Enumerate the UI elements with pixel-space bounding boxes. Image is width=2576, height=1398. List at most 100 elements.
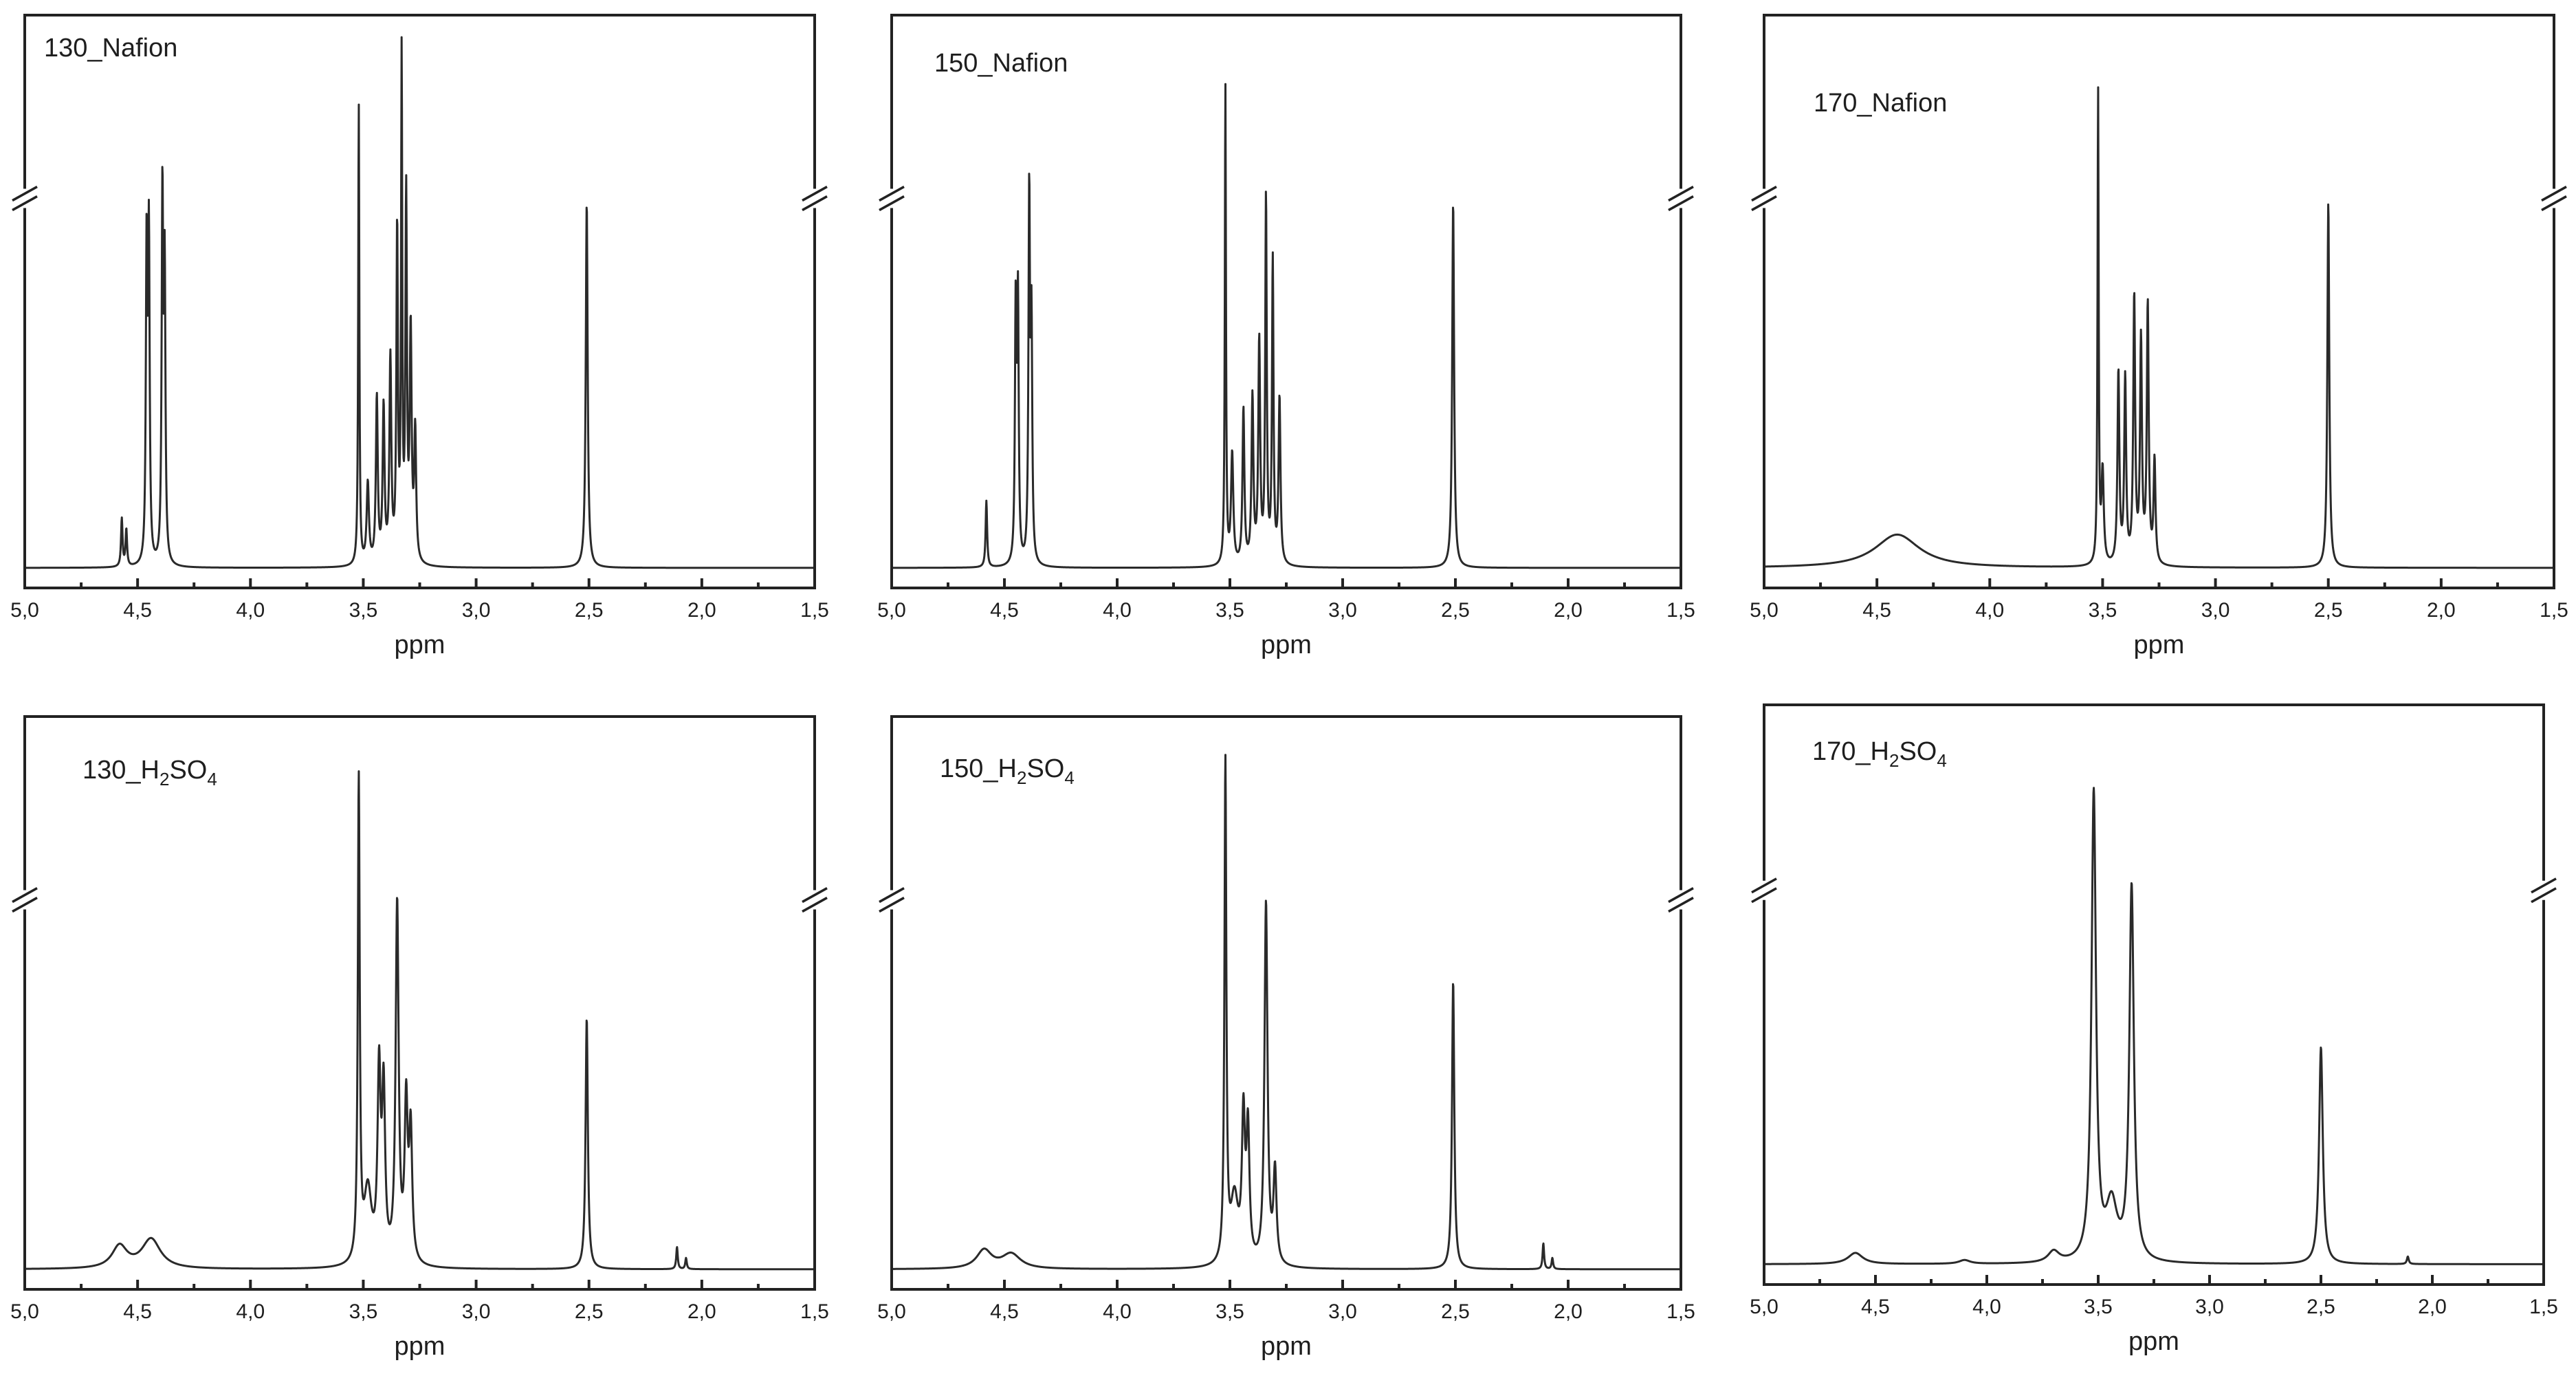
spectrum-line xyxy=(1763,86,2555,569)
x-tick-label: 4,5 xyxy=(990,1300,1019,1323)
x-tick-label: 2,5 xyxy=(2307,1296,2335,1318)
x-tick-label: 4,5 xyxy=(1861,1296,1890,1318)
axis-break-mark xyxy=(1751,877,1777,894)
x-tick-label: 3,0 xyxy=(462,599,491,622)
x-tick-label: 2,0 xyxy=(1554,599,1583,622)
spectrum-line xyxy=(23,36,816,569)
axis-break-mark xyxy=(1751,887,1777,904)
x-tick-label: 4,0 xyxy=(1103,1300,1132,1323)
x-tick-label: 2,5 xyxy=(1441,599,1470,622)
axis-break-mark xyxy=(802,897,828,913)
x-tick-label: 1,5 xyxy=(1666,1300,1695,1323)
x-tick-label: 4,5 xyxy=(1862,599,1891,622)
x-axis-label: ppm xyxy=(2134,631,2185,659)
x-tick-label: 1,5 xyxy=(800,599,829,622)
x-tick-label: 3,5 xyxy=(2089,599,2117,622)
axis-break-mark xyxy=(1751,186,1777,202)
axis-break-mark xyxy=(879,887,905,904)
axis-break-mark xyxy=(1668,195,1694,212)
axis-break-mark xyxy=(1751,195,1777,212)
axis-break-mark xyxy=(1668,186,1694,202)
x-tick-label: 2,0 xyxy=(687,599,716,622)
spectrum-panel: 5,0 4,5 4,0 3,5 3,0 2,5 2,0 1,5 ppm 150_H2SO4 xyxy=(877,715,1695,1361)
spectrum-line xyxy=(890,754,1682,1271)
x-tick-label: 2,5 xyxy=(1441,1300,1470,1323)
x-tick-label: 5,0 xyxy=(1750,1296,1779,1318)
panel-label: 170_Nafion xyxy=(1814,89,1947,118)
x-tick-label: 5,0 xyxy=(10,1300,39,1323)
spectrum-panel: 5,0 4,5 4,0 3,5 3,0 2,5 2,0 1,5 ppm 170_H2SO4 xyxy=(1750,703,2558,1356)
axis-break-mark xyxy=(2531,877,2557,894)
spectrum-line xyxy=(890,83,1682,569)
panel-label: 130_Nafion xyxy=(44,34,177,63)
spectrum-panel: 5,0 4,5 4,0 3,5 3,0 2,5 2,0 1,5 ppm 130_Nafion xyxy=(10,14,829,659)
x-tick-label: 2,0 xyxy=(1554,1300,1583,1323)
x-tick-label: 1,5 xyxy=(2540,599,2568,622)
axis-break-mark xyxy=(12,887,38,904)
plot-frame xyxy=(1763,703,2545,1286)
spectrum-line xyxy=(23,770,816,1271)
x-axis-label: ppm xyxy=(2128,1327,2179,1356)
x-tick-label: 4,0 xyxy=(236,1300,265,1323)
x-tick-label: 2,5 xyxy=(575,599,604,622)
plot-frame xyxy=(23,715,816,1291)
axis-break-mark xyxy=(879,897,905,913)
x-axis-label: ppm xyxy=(1261,1332,1312,1361)
axis-break-mark xyxy=(1668,897,1694,913)
x-tick-label: 5,0 xyxy=(877,599,906,622)
plot-frame xyxy=(23,14,816,589)
x-tick-label: 4,0 xyxy=(1972,1296,2001,1318)
x-tick-label: 3,5 xyxy=(2084,1296,2113,1318)
spectrum-panel: 5,0 4,5 4,0 3,5 3,0 2,5 2,0 1,5 ppm 130_H2SO4 xyxy=(10,715,829,1361)
x-tick-label: 4,5 xyxy=(990,599,1019,622)
axis-break-mark xyxy=(1668,887,1694,904)
panel-label: 130_H2SO4 xyxy=(82,756,217,789)
x-tick-label: 2,5 xyxy=(2314,599,2343,622)
axis-break-mark xyxy=(2541,186,2567,202)
x-tick-label: 1,5 xyxy=(1666,599,1695,622)
x-tick-label: 5,0 xyxy=(877,1300,906,1323)
x-tick-label: 3,0 xyxy=(1328,599,1357,622)
x-tick-label: 2,0 xyxy=(687,1300,716,1323)
x-tick-label: 5,0 xyxy=(1750,599,1779,622)
axis-break-mark xyxy=(2541,195,2567,212)
x-tick-label: 3,5 xyxy=(349,599,378,622)
x-axis-label: ppm xyxy=(395,631,445,659)
axis-break-mark xyxy=(802,887,828,904)
x-tick-label: 2,0 xyxy=(2418,1296,2447,1318)
x-tick-label: 3,5 xyxy=(349,1300,378,1323)
plot-frame xyxy=(890,715,1682,1291)
axis-break-mark xyxy=(12,195,38,212)
axis-break-mark xyxy=(2531,887,2557,904)
axis-break-mark xyxy=(802,186,828,202)
spectrum-line xyxy=(1763,787,2545,1265)
x-tick-label: 4,5 xyxy=(123,599,152,622)
axis-break-mark xyxy=(12,897,38,913)
x-tick-label: 2,0 xyxy=(2427,599,2456,622)
x-tick-label: 2,5 xyxy=(575,1300,604,1323)
x-tick-label: 3,5 xyxy=(1215,599,1244,622)
x-tick-label: 4,0 xyxy=(236,599,265,622)
x-tick-label: 4,0 xyxy=(1975,599,2004,622)
x-tick-label: 4,0 xyxy=(1103,599,1132,622)
panel-label: 150_H2SO4 xyxy=(940,754,1075,788)
x-tick-label: 3,0 xyxy=(2195,1296,2224,1318)
axis-break-mark xyxy=(879,186,905,202)
axis-break-mark xyxy=(12,186,38,202)
x-axis-label: ppm xyxy=(1261,631,1312,659)
axis-break-mark xyxy=(879,195,905,212)
x-tick-label: 1,5 xyxy=(2529,1296,2558,1318)
x-tick-label: 3,0 xyxy=(1328,1300,1357,1323)
panel-label: 170_H2SO4 xyxy=(1812,737,1947,771)
x-tick-label: 1,5 xyxy=(800,1300,829,1323)
x-tick-label: 4,5 xyxy=(123,1300,152,1323)
x-tick-label: 5,0 xyxy=(10,599,39,622)
panel-label: 150_Nafion xyxy=(934,49,1068,78)
x-tick-label: 3,0 xyxy=(2201,599,2230,622)
x-tick-label: 3,5 xyxy=(1215,1300,1244,1323)
x-tick-label: 3,0 xyxy=(462,1300,491,1323)
x-axis-label: ppm xyxy=(395,1332,445,1361)
spectrum-panel: 5,0 4,5 4,0 3,5 3,0 2,5 2,0 1,5 ppm 170_Nafion xyxy=(1750,14,2568,659)
